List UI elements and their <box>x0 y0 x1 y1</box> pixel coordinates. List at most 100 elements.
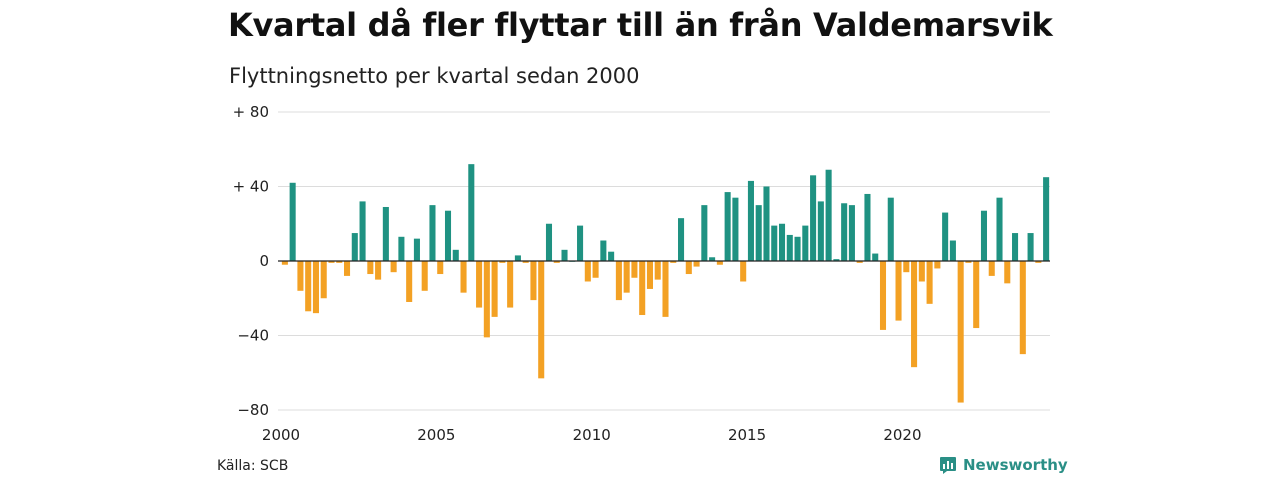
bar <box>701 205 708 262</box>
bar <box>957 261 964 403</box>
bar <box>678 218 685 261</box>
bar <box>1019 261 1026 355</box>
bar <box>887 197 894 261</box>
bar <box>639 261 646 316</box>
y-tick-label: −80 <box>237 401 269 419</box>
bar <box>747 180 754 261</box>
newsworthy-chart-icon <box>940 457 956 474</box>
bar <box>942 212 949 261</box>
bar <box>786 234 793 261</box>
bar <box>429 205 436 262</box>
bar <box>615 261 622 301</box>
brand-name: Newsworthy <box>963 456 1068 474</box>
bar <box>802 225 809 261</box>
bar <box>864 193 871 261</box>
bar <box>841 203 848 261</box>
bar <box>390 261 397 273</box>
bar <box>592 261 599 278</box>
bar <box>1012 233 1019 261</box>
bar <box>732 197 739 261</box>
y-tick-label: + 40 <box>233 178 269 196</box>
bar <box>662 261 669 317</box>
bar <box>375 261 382 280</box>
bar <box>359 201 366 261</box>
y-tick-label: −40 <box>237 327 269 345</box>
bar <box>522 261 529 263</box>
x-tick-label: 2010 <box>573 426 611 444</box>
bar <box>367 261 374 275</box>
bar <box>600 240 607 261</box>
bar <box>281 261 288 265</box>
bar <box>973 261 980 329</box>
bar <box>716 261 723 265</box>
bar <box>771 225 778 261</box>
bar <box>344 261 351 276</box>
bar <box>1043 177 1050 261</box>
bar <box>918 261 925 282</box>
bar <box>460 261 467 293</box>
bar <box>763 186 770 261</box>
bar <box>476 261 483 308</box>
bar <box>895 261 902 321</box>
bar <box>351 233 358 261</box>
bar <box>872 253 879 261</box>
bar <box>507 261 514 308</box>
bar <box>320 261 327 299</box>
bar <box>879 261 887 330</box>
bar <box>833 259 840 261</box>
bar <box>413 238 420 261</box>
bar <box>530 261 537 301</box>
bar <box>911 261 918 368</box>
bar <box>980 210 988 261</box>
bar <box>670 261 677 263</box>
bar <box>468 164 475 261</box>
bar <box>926 261 933 304</box>
bar <box>584 261 591 282</box>
bar <box>623 261 630 293</box>
bar <box>949 240 956 261</box>
bar <box>740 261 747 282</box>
bar <box>545 223 553 261</box>
bar <box>934 261 941 269</box>
bar <box>577 225 584 261</box>
bar <box>817 201 824 261</box>
bar <box>965 261 972 263</box>
bar <box>553 261 560 263</box>
newsworthy-logo: Newsworthy <box>938 455 1068 475</box>
y-tick-label: + 80 <box>233 103 269 121</box>
x-tick-label: 2020 <box>883 426 921 444</box>
bar <box>452 249 459 261</box>
bar <box>1004 261 1011 284</box>
bar <box>755 205 762 262</box>
bar <box>444 210 452 261</box>
bar <box>499 261 506 263</box>
bar <box>421 261 428 291</box>
bar <box>724 192 731 261</box>
bar <box>810 175 817 261</box>
chart-subtitle: Flyttningsnetto per kvartal sedan 2000 <box>229 64 640 88</box>
bar <box>328 261 335 263</box>
bar <box>491 261 498 317</box>
bar <box>848 205 855 262</box>
bar <box>709 257 716 261</box>
bar <box>398 236 405 261</box>
bar <box>1027 233 1034 261</box>
bar <box>297 261 304 291</box>
bar <box>336 261 343 263</box>
x-tick-label: 2015 <box>728 426 766 444</box>
bar <box>778 223 786 261</box>
bar <box>289 182 296 261</box>
bar <box>608 251 615 261</box>
bar <box>794 236 801 261</box>
bar <box>903 261 910 273</box>
bar <box>856 261 863 263</box>
bar <box>654 261 661 280</box>
bar <box>305 261 312 312</box>
bar <box>483 261 490 338</box>
bar <box>514 255 521 261</box>
source-note: Källa: SCB <box>217 458 289 474</box>
bar <box>382 206 389 261</box>
bar <box>988 261 995 276</box>
x-tick-label: 2005 <box>417 426 455 444</box>
